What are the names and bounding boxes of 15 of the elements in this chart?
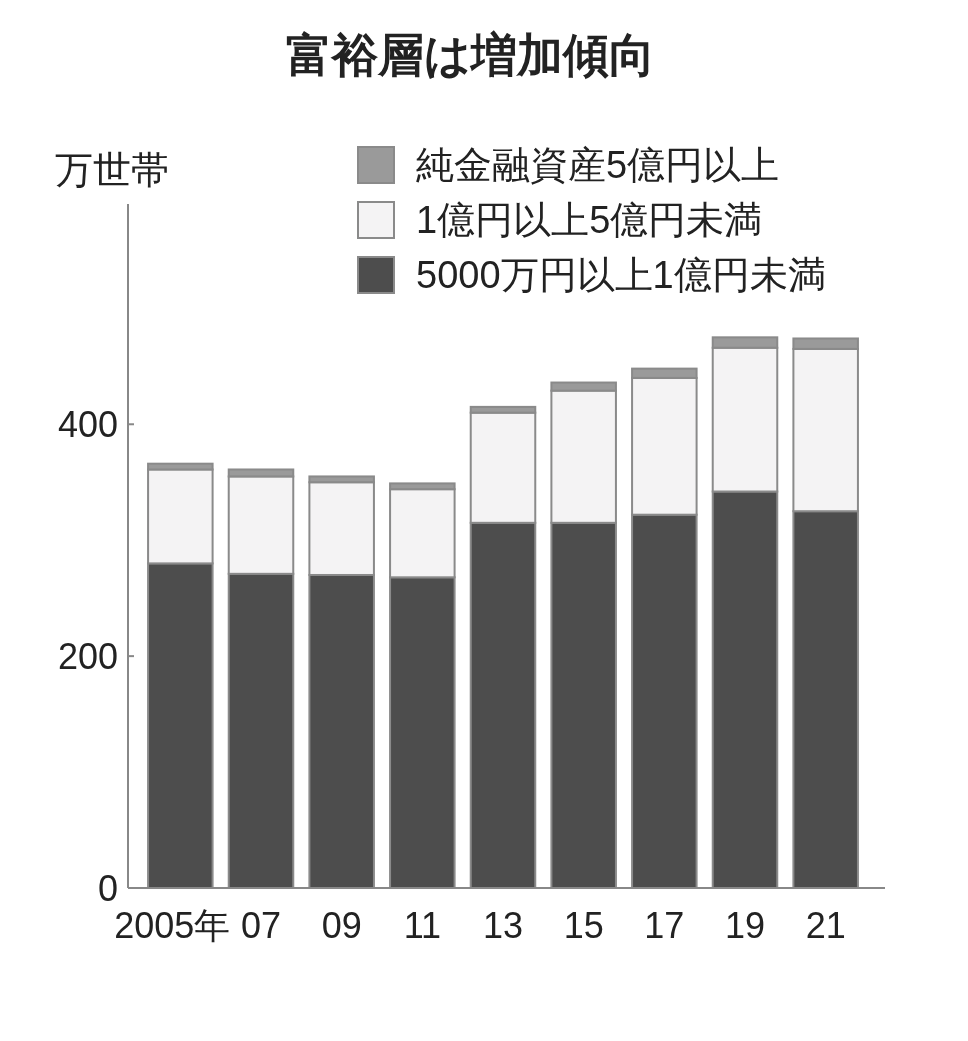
xtick: 15 [563, 904, 604, 946]
ylabel: 万世帯 [55, 149, 169, 191]
legend-label: 純金融資産5億円以上 [416, 144, 780, 186]
xtick: 19 [725, 904, 765, 946]
xtick: 11 [403, 904, 441, 946]
xtick: 17 [644, 904, 685, 946]
title: 富裕層は増加傾向 [285, 29, 655, 81]
legend-label: 5000万円以上1億円未満 [416, 254, 826, 296]
ytick: 200 [57, 635, 118, 677]
xtick: 07 [241, 904, 281, 946]
legend-label: 1億円以上5億円未満 [416, 199, 763, 241]
xtick: 09 [321, 904, 362, 946]
xtick: 21 [805, 904, 846, 946]
ytick: 400 [57, 403, 118, 445]
xtick: 13 [483, 904, 523, 946]
